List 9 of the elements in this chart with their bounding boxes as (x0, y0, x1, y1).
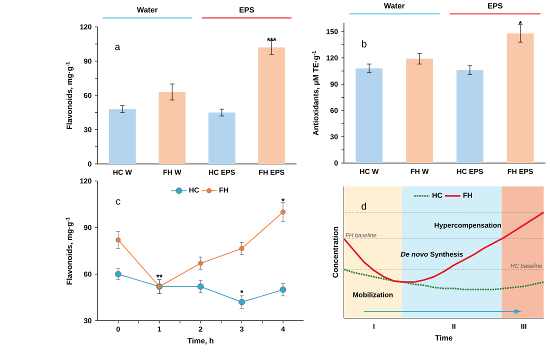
annotation: * (281, 198, 285, 202)
annotation: a (115, 44, 120, 50)
text: d (362, 202, 366, 210)
annotation: * (240, 290, 244, 294)
annotation: * (518, 20, 522, 24)
annotation: c (116, 199, 120, 205)
annotation: *** (266, 38, 276, 41)
annotation: b (362, 40, 366, 48)
annotation: ** (156, 274, 163, 278)
